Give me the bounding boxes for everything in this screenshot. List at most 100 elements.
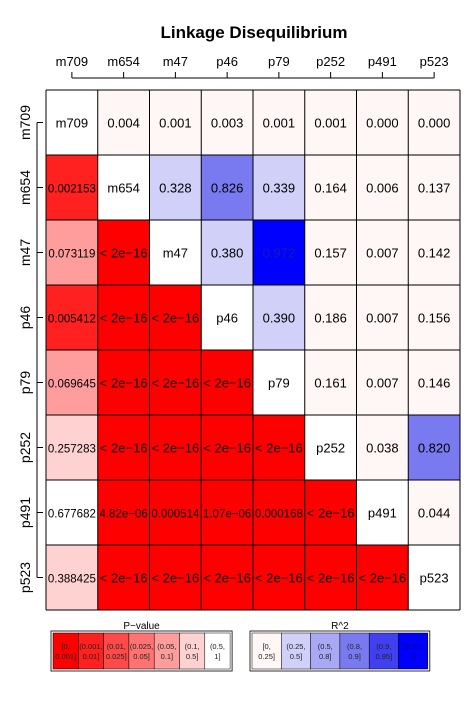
- heatmap-cell: [201, 285, 253, 350]
- heatmap-cell: [408, 220, 460, 285]
- legend-swatch: [103, 632, 130, 670]
- heatmap-cell: [46, 90, 98, 155]
- heatmap-cell: [97, 285, 150, 350]
- heatmap-cell: [356, 155, 409, 220]
- legend-bin-label: 0.05]: [133, 652, 150, 661]
- legend-bin-label: 0.25]: [258, 652, 275, 661]
- cell-value-label: < 2e−16: [100, 376, 148, 391]
- cell-value-label: 0.390: [263, 311, 296, 326]
- legend-bin-label: (0.25,: [286, 642, 305, 651]
- legend-bin-label: 0.9]: [348, 652, 361, 661]
- heatmap-cell: [356, 545, 409, 610]
- heatmap-cell: [149, 415, 202, 480]
- heatmap-cell: [46, 545, 98, 610]
- heatmap-cell: [201, 350, 253, 415]
- cell-value-label: 0.044: [418, 506, 451, 521]
- legend-bin-label: 0.001]: [55, 652, 76, 661]
- heatmap-cell: [149, 285, 202, 350]
- legend-bin-label: (0.5,: [210, 642, 225, 651]
- cell-value-label: 0.186: [314, 311, 347, 326]
- heatmap-cell: [408, 285, 460, 350]
- heatmap-cell: [408, 480, 460, 545]
- heatmap-grid: m709 0.004 0.001 0.003 0.001 0.001 0.000 0.000 0…: [45, 89, 461, 611]
- heatmap-cell: [97, 220, 150, 285]
- heatmap-cell: [46, 155, 98, 220]
- cell-value-label: 0.001: [314, 116, 347, 131]
- legend-swatch: [281, 632, 311, 670]
- heatmap-cell: [304, 90, 357, 155]
- heatmap-cell: [408, 545, 460, 610]
- heatmap-cell: [356, 220, 409, 285]
- pvalue-legend: P−value [0,0.001](0.001,0.01] (0.01,0.025]…: [50, 621, 233, 672]
- cell-value-label: 0.000168: [255, 509, 303, 521]
- legend-bin-label: 0.5]: [290, 652, 303, 661]
- legend-swatch: [398, 632, 429, 670]
- heatmap-cell: [304, 545, 357, 610]
- legend-swatch: [153, 632, 180, 670]
- legend-title: R^2: [331, 621, 349, 632]
- top-axis-label: p491: [368, 54, 397, 69]
- legend-bin-label: (0.01,: [107, 642, 126, 651]
- heatmap-cell: [253, 480, 305, 545]
- legend-bin-label: 0.95]: [376, 652, 393, 661]
- legend-bin-label: 1]: [214, 652, 220, 661]
- heatmap-cell: [253, 285, 305, 350]
- cell-value-label: 0.004: [107, 116, 140, 131]
- legend-bin-label: 0.1]: [161, 652, 174, 661]
- top-axis-label: p46: [216, 54, 238, 69]
- heatmap-cell: [356, 350, 409, 415]
- heatmap-cell: [304, 415, 357, 480]
- cell-value-label: m654: [107, 181, 140, 196]
- cell-value-label: < 2e−16: [203, 571, 251, 586]
- legend-swatch: [78, 632, 104, 670]
- heatmap-cell: [46, 350, 98, 415]
- heatmap-cell: [408, 350, 460, 415]
- top-axis-label: m47: [163, 54, 188, 69]
- cell-value-label: 4.82e−06: [99, 509, 147, 521]
- legend-swatch: [204, 632, 231, 670]
- cell-value-label: < 2e−16: [100, 441, 148, 456]
- cell-value-label: 0.157: [314, 246, 347, 261]
- heatmap-cell: [149, 155, 202, 220]
- cell-value-label: 0.000514: [151, 509, 200, 521]
- heatmap-cell: [97, 545, 150, 610]
- heatmap-cell: [46, 285, 98, 350]
- legend-bin-label: (0.95,: [404, 642, 423, 651]
- heatmap-cell: [97, 415, 150, 480]
- cell-value-label: p523: [420, 571, 449, 586]
- cell-value-label: 0.002153: [48, 184, 96, 196]
- heatmap-cell: [201, 480, 253, 545]
- cell-value-label: 0.380: [211, 246, 244, 261]
- cell-value-label: 0.006: [366, 181, 399, 196]
- cell-value-label: 0.000: [366, 116, 399, 131]
- heatmap-cell: [201, 90, 253, 155]
- cell-value-label: 0.257283: [48, 444, 96, 456]
- left-axis-label: m47: [17, 239, 33, 266]
- heatmap-cell: [149, 350, 202, 415]
- legend-swatch: [368, 632, 399, 670]
- heatmap-cell: [408, 155, 460, 220]
- cell-value-label: 0.007: [366, 376, 399, 391]
- heatmap-cell: [149, 220, 202, 285]
- cell-value-label: < 2e−16: [203, 376, 251, 391]
- legend-bin-label: (0.025,: [130, 642, 153, 651]
- cell-value-label: 0.826: [211, 181, 244, 196]
- cell-value-label: 0.007: [366, 311, 399, 326]
- heatmap-cell: [356, 480, 409, 545]
- legend-bin-label: (0.9,: [376, 642, 391, 651]
- heatmap-cell: [253, 545, 305, 610]
- heatmap-cell: [356, 90, 409, 155]
- heatmap-cell: [304, 480, 357, 545]
- cell-value-label: p79: [268, 376, 290, 391]
- legend-bin-label: (0.5,: [318, 642, 333, 651]
- cell-value-label: 0.000: [418, 116, 451, 131]
- top-axis-label: p79: [268, 54, 290, 69]
- cell-value-label: p252: [316, 441, 345, 456]
- cell-value-label: < 2e−16: [152, 376, 200, 391]
- legend-border: [50, 630, 233, 672]
- cell-value-label: 0.073119: [48, 249, 95, 261]
- legend-bin-label: (0.1,: [185, 642, 200, 651]
- legend-swatch: [128, 632, 155, 670]
- cell-value-label: 0.388425: [48, 574, 96, 586]
- cell-value-label: 0.339: [263, 181, 296, 196]
